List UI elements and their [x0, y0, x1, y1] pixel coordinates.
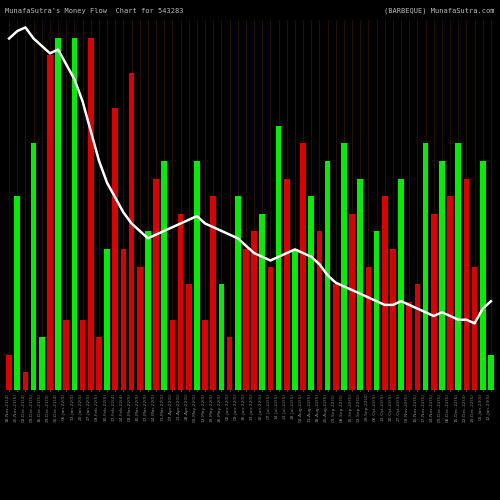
Bar [390, 249, 396, 390]
Bar [153, 178, 159, 390]
Bar [194, 161, 200, 390]
Bar [414, 284, 420, 390]
Bar [55, 38, 61, 390]
Bar [6, 355, 12, 390]
Bar [447, 196, 453, 390]
Bar [308, 196, 314, 390]
Bar [30, 144, 36, 390]
Bar [366, 266, 372, 390]
Bar [431, 214, 436, 390]
Bar [210, 196, 216, 390]
Bar [14, 196, 20, 390]
Bar [472, 266, 478, 390]
Bar [96, 337, 102, 390]
Bar [104, 249, 110, 390]
Bar [128, 73, 134, 390]
Bar [218, 284, 224, 390]
Bar [64, 320, 69, 390]
Bar [186, 284, 192, 390]
Bar [47, 55, 53, 390]
Bar [243, 249, 249, 390]
Bar [333, 284, 338, 390]
Bar [80, 320, 86, 390]
Bar [456, 144, 461, 390]
Text: MunafaSutra's Money Flow  Chart for 543283: MunafaSutra's Money Flow Chart for 54328… [5, 8, 184, 14]
Bar [170, 320, 175, 390]
Bar [406, 302, 412, 390]
Bar [268, 266, 274, 390]
Bar [358, 178, 363, 390]
Bar [316, 232, 322, 390]
Bar [464, 178, 469, 390]
Bar [398, 178, 404, 390]
Bar [422, 144, 428, 390]
Bar [284, 178, 290, 390]
Bar [480, 161, 486, 390]
Bar [349, 214, 355, 390]
Bar [226, 337, 232, 390]
Bar [324, 161, 330, 390]
Bar [88, 38, 94, 390]
Bar [260, 214, 265, 390]
Bar [202, 320, 208, 390]
Bar [137, 266, 142, 390]
Bar [292, 249, 298, 390]
Bar [22, 372, 28, 390]
Bar [488, 355, 494, 390]
Bar [439, 161, 445, 390]
Bar [382, 196, 388, 390]
Bar [112, 108, 118, 390]
Bar [162, 161, 167, 390]
Text: (BARBEQUE) MunafaSutra.com: (BARBEQUE) MunafaSutra.com [384, 8, 495, 14]
Bar [39, 337, 44, 390]
Bar [178, 214, 184, 390]
Bar [251, 232, 257, 390]
Bar [276, 126, 281, 390]
Bar [300, 144, 306, 390]
Bar [374, 232, 380, 390]
Bar [235, 196, 240, 390]
Bar [145, 232, 151, 390]
Bar [341, 144, 347, 390]
Bar [72, 38, 78, 390]
Bar [120, 249, 126, 390]
